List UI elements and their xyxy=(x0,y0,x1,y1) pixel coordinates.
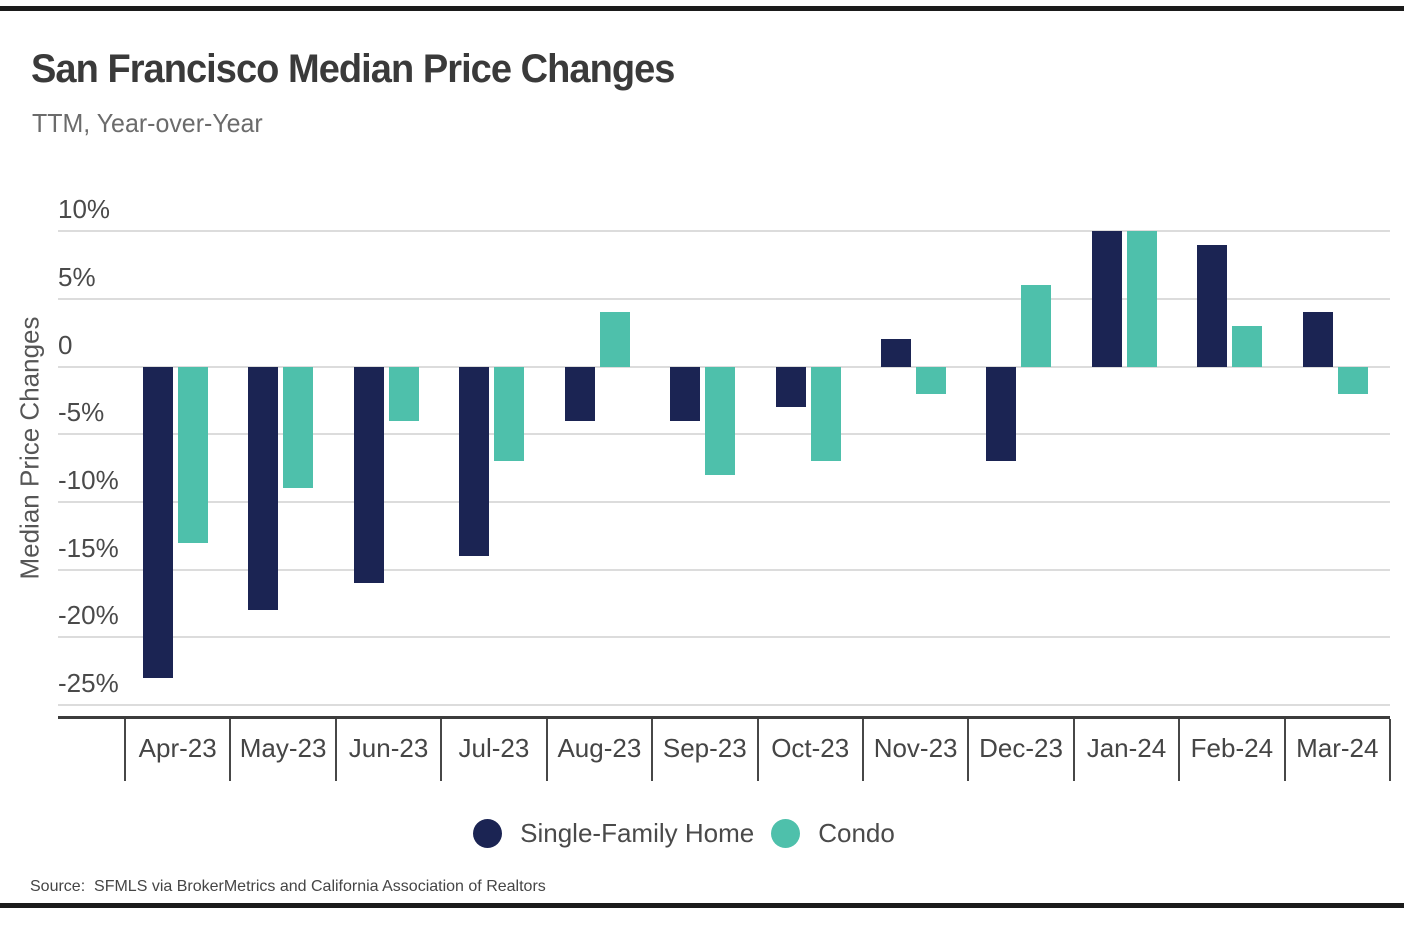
x-tick-label-jan-24: Jan-24 xyxy=(1086,733,1167,763)
bar-single-family-home-oct-23 xyxy=(775,366,806,408)
gridline-10 xyxy=(58,230,1390,233)
bar-single-family-home-jul-23 xyxy=(459,366,490,557)
y-tick-label-0: 0 xyxy=(58,329,73,360)
x-axis-separator xyxy=(651,719,654,781)
x-axis-separator xyxy=(1178,719,1181,781)
x-axis-separator xyxy=(1389,719,1391,781)
bar-single-family-home-sep-23 xyxy=(670,366,701,421)
x-axis-separator xyxy=(756,719,759,781)
bar-condo-jun-23 xyxy=(388,366,419,421)
y-tick-label-10: -10% xyxy=(58,464,119,495)
bar-condo-aug-23 xyxy=(599,312,630,367)
bar-single-family-home-jan-24 xyxy=(1091,231,1122,367)
bar-condo-feb-24 xyxy=(1232,325,1263,367)
x-axis-separator xyxy=(545,719,548,781)
x-axis-separator xyxy=(1283,719,1286,781)
legend-item-single-family-home: Single-Family Home xyxy=(473,818,754,849)
legend-swatch-single-family-home-icon xyxy=(473,818,503,848)
legend-item-condo: Condo xyxy=(771,818,895,849)
bar-single-family-home-nov-23 xyxy=(880,339,911,367)
y-tick-label-20: -20% xyxy=(58,600,119,631)
x-axis-line xyxy=(58,716,1390,719)
x-tick-label-apr-23: Apr-23 xyxy=(138,733,217,763)
x-tick-label-aug-23: Aug-23 xyxy=(557,733,642,763)
x-tick-label-oct-23: Oct-23 xyxy=(771,733,850,763)
x-axis-separator xyxy=(440,719,443,781)
legend-label-condo: Condo xyxy=(818,817,895,848)
y-tick-label-25: -25% xyxy=(58,668,119,699)
y-tick-label-5: -5% xyxy=(58,397,105,428)
bar-single-family-home-feb-24 xyxy=(1197,244,1228,367)
gridline-15 xyxy=(58,568,1390,571)
x-tick-label-feb-24: Feb-24 xyxy=(1190,733,1274,763)
x-tick-label-dec-23: Dec-23 xyxy=(979,733,1063,763)
x-axis-separator xyxy=(861,719,864,781)
bar-condo-jan-24 xyxy=(1126,231,1157,367)
x-axis-separator xyxy=(967,719,970,781)
bar-condo-apr-23 xyxy=(178,366,208,543)
x-tick-label-mar-24: Mar-24 xyxy=(1296,733,1379,763)
x-tick-label-may-23: May-23 xyxy=(239,733,327,763)
y-tick-label-15: -15% xyxy=(58,532,119,563)
x-axis-separator xyxy=(1072,719,1075,781)
gridline-10 xyxy=(58,500,1390,503)
x-tick-label-jun-23: Jun-23 xyxy=(348,733,429,763)
bar-single-family-home-dec-23 xyxy=(986,366,1017,462)
bar-condo-mar-24 xyxy=(1337,366,1368,394)
x-axis-separator xyxy=(229,719,232,781)
x-tick-label-jul-23: Jul-23 xyxy=(458,733,530,763)
source-note: Source: SFMLS via BrokerMetrics and Cali… xyxy=(30,878,546,895)
legend: Single-Family Home Condo xyxy=(0,816,1386,850)
legend-swatch-condo-icon xyxy=(771,818,801,848)
chart-title: San Francisco Median Price Changes xyxy=(31,47,675,91)
bar-condo-nov-23 xyxy=(915,366,946,394)
y-tick-label-5: 5% xyxy=(58,261,96,292)
x-axis-separator xyxy=(124,719,126,781)
bar-single-family-home-jun-23 xyxy=(353,366,384,584)
bar-single-family-home-aug-23 xyxy=(564,366,595,421)
x-axis-separator xyxy=(334,719,337,781)
bottom-rule xyxy=(0,903,1404,908)
legend-label-single-family-home: Single-Family Home xyxy=(520,817,755,848)
bar-condo-dec-23 xyxy=(1021,285,1052,367)
top-rule xyxy=(0,6,1404,11)
gridline-5 xyxy=(58,297,1390,300)
gridline-25 xyxy=(58,704,1390,707)
y-tick-label-10: 10% xyxy=(58,194,111,225)
gridline-20 xyxy=(58,636,1390,639)
bar-single-family-home-may-23 xyxy=(248,366,279,611)
bar-condo-oct-23 xyxy=(810,366,841,462)
bar-condo-may-23 xyxy=(283,366,314,489)
bar-single-family-home-apr-23 xyxy=(143,366,173,679)
bar-single-family-home-mar-24 xyxy=(1302,312,1333,367)
bar-condo-sep-23 xyxy=(705,366,736,475)
bar-condo-jul-23 xyxy=(494,366,525,462)
x-tick-label-sep-23: Sep-23 xyxy=(662,733,747,763)
chart-subtitle: TTM, Year-over-Year xyxy=(32,108,263,138)
x-tick-label-nov-23: Nov-23 xyxy=(873,733,958,763)
